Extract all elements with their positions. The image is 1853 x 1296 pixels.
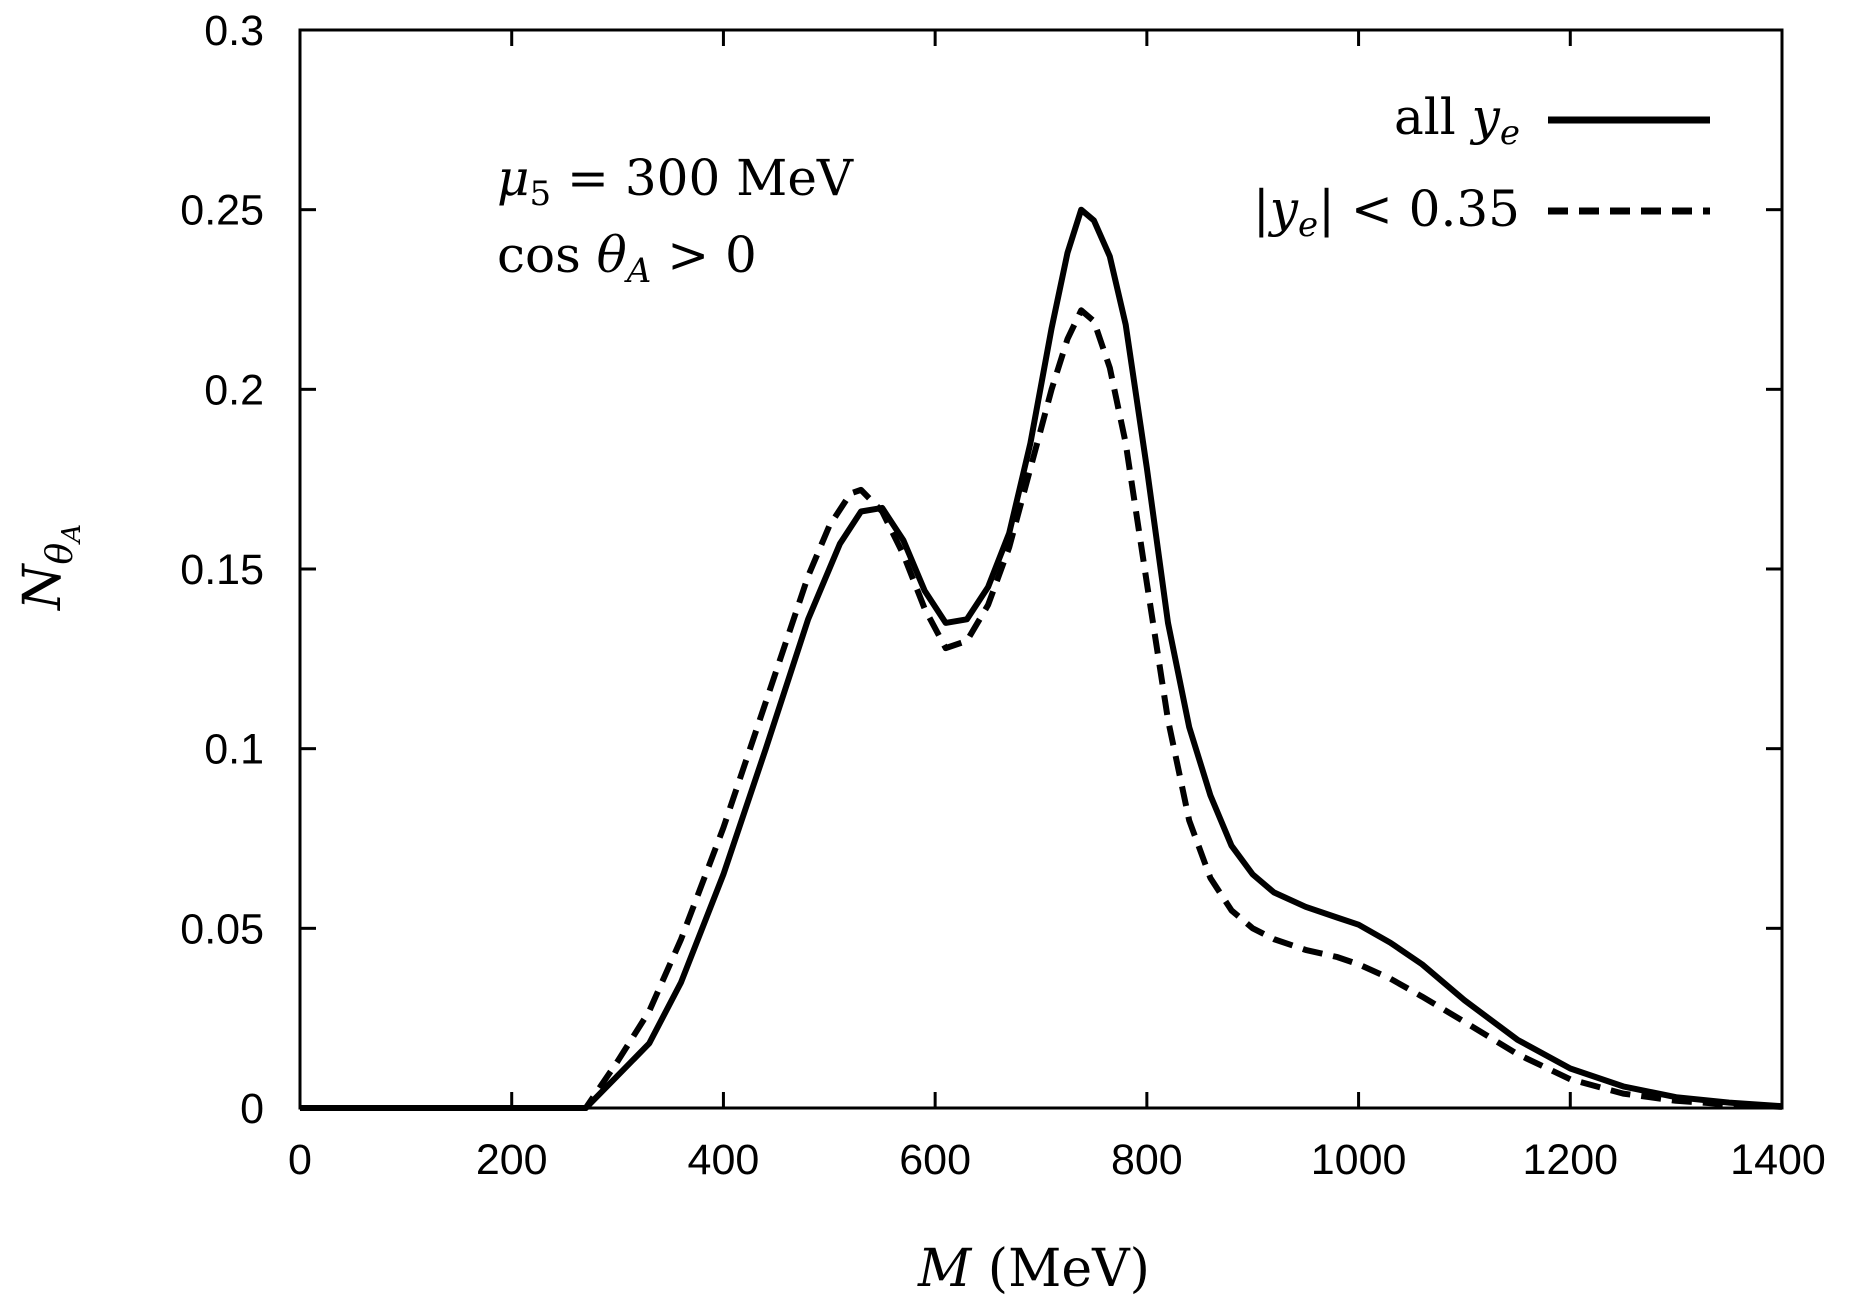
y-tick-label: 0.15	[180, 546, 264, 594]
x-tick-label: 1400	[1730, 1136, 1826, 1184]
series-line-solid	[300, 206, 1783, 1111]
annotation-line2: cos θA > 0	[497, 226, 757, 291]
x-axis-title: M (MeV)	[917, 1239, 1150, 1296]
y-tick-label: 0.05	[180, 905, 264, 953]
y-tick-label: 0	[240, 1085, 264, 1133]
x-tick-label: 1000	[1311, 1136, 1407, 1184]
annotation-line1: μ5 = 300 MeV	[497, 149, 854, 214]
axes-layer: 0 200 400 600 800 1000 1200 1400 0 0.05 0.1 0.15 0.2…	[180, 7, 1826, 1184]
legend-label-solid: all ye	[1394, 88, 1520, 153]
y-tick-label: 0.1	[204, 726, 264, 774]
y-tick-label: 0.3	[204, 7, 264, 55]
legend-label-dashed: |ye| < 0.35	[1253, 180, 1520, 245]
x-tick-label: 200	[476, 1136, 548, 1184]
y-tick-label: 0.25	[180, 187, 264, 235]
x-tick-label: 0	[288, 1136, 312, 1184]
x-tick-label: 1200	[1522, 1136, 1618, 1184]
y-axis-title: NθA	[13, 524, 87, 612]
x-tick-label: 600	[899, 1136, 971, 1184]
series-line-dashed	[300, 307, 1783, 1111]
data-series-layer	[300, 206, 1783, 1111]
y-tick-label: 0.2	[204, 366, 264, 414]
annotation-block: μ5 = 300 MeV cos θA > 0	[497, 149, 854, 291]
x-tick-label: 800	[1111, 1136, 1183, 1184]
x-tick-label: 400	[688, 1136, 760, 1184]
legend: all ye |ye| < 0.35	[1253, 88, 1710, 245]
